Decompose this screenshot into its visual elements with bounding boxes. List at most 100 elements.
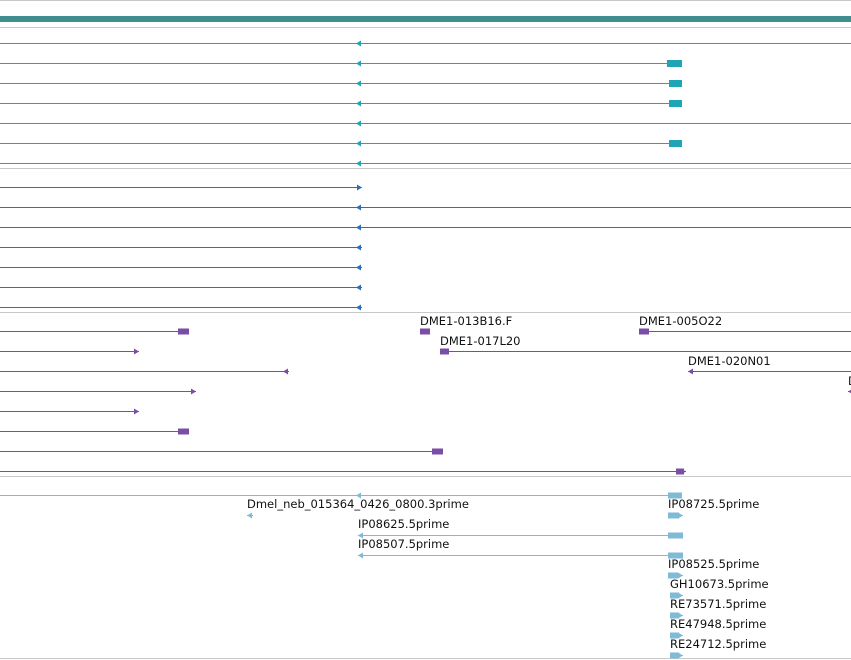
left-arrowhead-icon bbox=[356, 204, 361, 211]
features-layer: DME1-013B16.F DME1-005O22 DME1-017L20 DME1-… bbox=[0, 40, 851, 659]
right-arrowhead-icon bbox=[678, 572, 683, 579]
left-arrowhead-icon bbox=[356, 60, 361, 67]
feature-label: RE24712.5prime bbox=[670, 637, 766, 651]
feature-label: DME1-005O22 bbox=[639, 314, 722, 328]
right-arrowhead-icon bbox=[134, 348, 139, 355]
feature-label: DME1-020N01 bbox=[688, 354, 771, 368]
right-arrowhead-icon bbox=[678, 512, 683, 519]
bac-ends-feature[interactable] bbox=[0, 408, 139, 415]
bac-ends-feature[interactable] bbox=[0, 328, 189, 335]
right-arrowhead-icon bbox=[678, 612, 683, 619]
exon-block-icon bbox=[670, 652, 679, 659]
cdna-alignments-feature[interactable] bbox=[0, 184, 362, 191]
est-reads-feature[interactable]: RE24712.5prime bbox=[670, 637, 766, 659]
bac-ends-feature[interactable]: DME1-020N01 bbox=[688, 354, 851, 375]
left-arrowhead-icon bbox=[356, 40, 361, 47]
exon-block-icon bbox=[667, 60, 682, 67]
exon-block-icon bbox=[670, 612, 679, 619]
left-arrowhead-icon bbox=[356, 160, 361, 167]
est-reads-feature[interactable]: GH10673.5prime bbox=[670, 577, 769, 599]
bac-ends-feature[interactable] bbox=[0, 388, 196, 395]
left-arrowhead-icon bbox=[283, 368, 288, 375]
bac-ends-feature[interactable]: DME1-017L20 bbox=[440, 334, 851, 355]
feature-label: IP08525.5prime bbox=[668, 557, 759, 571]
est-reads-feature[interactable]: IP08525.5prime bbox=[668, 557, 759, 579]
feature-label: IP08507.5prime bbox=[358, 537, 449, 551]
est-reads-feature[interactable] bbox=[0, 492, 682, 499]
exon-block-icon bbox=[670, 632, 679, 639]
est-reads-feature[interactable]: IP08725.5prime bbox=[668, 497, 759, 519]
right-arrowhead-icon bbox=[678, 592, 683, 599]
right-arrowhead-icon bbox=[678, 632, 683, 639]
gene-models-feature[interactable] bbox=[0, 60, 682, 67]
exon-block-icon bbox=[432, 448, 443, 455]
exon-block-icon bbox=[668, 492, 682, 499]
exon-block-icon bbox=[669, 80, 682, 87]
left-arrowhead-icon bbox=[356, 284, 361, 291]
exon-block-icon bbox=[420, 328, 430, 335]
feature-label: IP08625.5prime bbox=[358, 517, 449, 531]
left-arrowhead-icon bbox=[358, 552, 363, 559]
left-arrowhead-icon bbox=[356, 120, 361, 127]
gene-models-feature[interactable] bbox=[0, 80, 682, 87]
cdna-alignments-feature[interactable] bbox=[0, 204, 851, 211]
top-track-bar bbox=[0, 16, 851, 22]
bac-ends-track: DME1-013B16.F DME1-005O22 DME1-017L20 DME1-… bbox=[0, 314, 851, 475]
bac-ends-feature[interactable]: DME1-005O22 bbox=[639, 314, 851, 335]
exon-block-icon bbox=[668, 532, 683, 539]
feature-label: GH10673.5prime bbox=[670, 577, 769, 591]
est-reads-feature[interactable]: IP08625.5prime bbox=[358, 517, 683, 539]
est-reads-feature[interactable]: RE73571.5prime bbox=[670, 597, 766, 619]
gene-models-feature[interactable] bbox=[0, 100, 682, 107]
gene-models-feature[interactable] bbox=[0, 120, 851, 127]
est-reads-track: Dmel_neb_015364_0426_0800.3prime IP08725.… bbox=[0, 492, 769, 659]
bac-ends-feature[interactable] bbox=[0, 368, 289, 375]
gene-models-feature[interactable] bbox=[0, 160, 851, 167]
left-arrowhead-icon bbox=[356, 492, 361, 499]
feature-label: RE73571.5prime bbox=[670, 597, 766, 611]
feature-label: DME1-017L20 bbox=[440, 334, 521, 348]
cdna-alignments-feature[interactable] bbox=[0, 284, 362, 291]
bac-ends-feature[interactable] bbox=[0, 348, 139, 355]
left-arrowhead-icon bbox=[356, 304, 361, 311]
exon-block-icon bbox=[440, 348, 449, 355]
exon-block-icon bbox=[669, 140, 682, 147]
cdna-alignments-feature[interactable] bbox=[0, 224, 851, 231]
gene-models-feature[interactable] bbox=[0, 40, 851, 47]
est-reads-feature[interactable]: RE47948.5prime bbox=[670, 617, 766, 639]
est-reads-feature[interactable]: Dmel_neb_015364_0426_0800.3prime bbox=[247, 497, 469, 519]
right-arrowhead-icon bbox=[134, 408, 139, 415]
gene-models-feature[interactable] bbox=[0, 140, 682, 147]
left-arrowhead-icon bbox=[356, 100, 361, 107]
feature-label: Dmel_neb_015364_0426_0800.3prime bbox=[247, 497, 469, 511]
left-arrowhead-icon bbox=[356, 140, 361, 147]
exon-block-icon bbox=[178, 428, 189, 435]
cdna-alignments-feature[interactable] bbox=[0, 264, 362, 271]
left-arrowhead-icon bbox=[688, 368, 693, 375]
left-arrowhead-icon bbox=[356, 80, 361, 87]
exon-block-icon bbox=[668, 572, 678, 579]
right-arrowhead-icon bbox=[357, 184, 362, 191]
exon-block-icon bbox=[178, 328, 189, 335]
feature-label: DME1-013B16.F bbox=[420, 314, 512, 328]
bac-ends-feature[interactable]: DME1-013B16.F bbox=[420, 314, 512, 335]
right-arrowhead-icon bbox=[191, 388, 196, 395]
feature-label: RE47948.5prime bbox=[670, 617, 766, 631]
left-arrowhead-icon bbox=[358, 532, 363, 539]
feature-label: D bbox=[848, 374, 851, 388]
bac-ends-feature[interactable] bbox=[0, 468, 686, 475]
est-reads-feature[interactable]: IP08507.5prime bbox=[358, 537, 683, 559]
left-arrowhead-icon bbox=[356, 264, 361, 271]
exon-block-icon bbox=[639, 328, 649, 335]
bac-ends-feature[interactable] bbox=[0, 428, 189, 435]
left-arrowhead-icon bbox=[356, 224, 361, 231]
feature-label: IP08725.5prime bbox=[668, 497, 759, 511]
exon-block-icon bbox=[676, 468, 684, 475]
left-arrowhead-icon bbox=[848, 389, 851, 394]
cdna-alignments-feature[interactable] bbox=[0, 304, 362, 311]
cdna-alignments-track bbox=[0, 184, 851, 311]
cdna-alignments-feature[interactable] bbox=[0, 244, 362, 251]
left-arrowhead-icon bbox=[356, 244, 361, 251]
bac-ends-feature[interactable] bbox=[0, 448, 443, 455]
